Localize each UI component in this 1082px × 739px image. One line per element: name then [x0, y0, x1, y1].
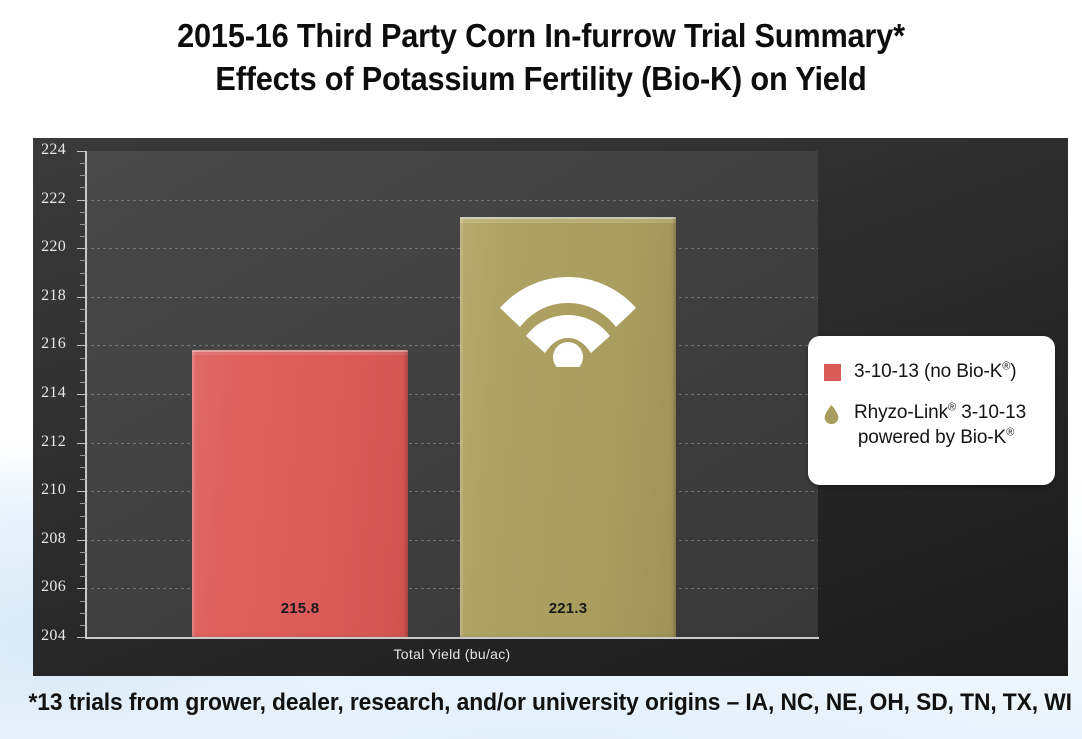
- y-axis-minor-tick: [80, 564, 86, 565]
- y-axis-tick: [77, 297, 86, 298]
- gridline: [85, 443, 818, 444]
- gridline: [85, 394, 818, 395]
- footnote-text: *13 trials from grower, dealer, research…: [28, 689, 1073, 716]
- legend-label-text: 3-10-13 (no Bio-K: [854, 361, 1003, 382]
- y-axis-tick-label: 214: [41, 384, 66, 401]
- y-axis-minor-tick: [80, 625, 86, 626]
- legend-label-treatment: Rhyzo-Link® 3-10-13 powered by Bio-K®: [854, 400, 1026, 450]
- footnote-strip: *13 trials from grower, dealer, research…: [0, 682, 1082, 724]
- legend-marker-wrap: [824, 400, 854, 424]
- legend-label-line2: powered by Bio-K®: [854, 425, 1026, 450]
- y-axis-minor-tick: [80, 455, 86, 456]
- y-axis-minor-tick: [80, 260, 86, 261]
- y-axis-minor-tick: [80, 576, 86, 577]
- gridline: [85, 540, 818, 541]
- y-axis-minor-tick: [80, 273, 86, 274]
- legend-label-text: Rhyzo-Link: [854, 402, 949, 423]
- legend-item-treatment[interactable]: Rhyzo-Link® 3-10-13 powered by Bio-K®: [808, 400, 1055, 450]
- gridline: [85, 297, 818, 298]
- gridline: [85, 491, 818, 492]
- gridline: [85, 248, 818, 249]
- y-axis-tick: [77, 443, 86, 444]
- y-axis-minor-tick: [80, 236, 86, 237]
- droplet-swatch-icon: [824, 405, 839, 424]
- bar-treatment-rhyzo-link[interactable]: 221.3: [460, 216, 676, 637]
- y-axis-tick-label: 210: [41, 481, 66, 498]
- legend-label-tail: 3-10-13: [956, 402, 1027, 423]
- y-axis-minor-tick: [80, 406, 86, 407]
- y-axis-tick-label: 208: [41, 530, 66, 547]
- x-axis-title: Total Yield (bu/ac): [393, 646, 511, 662]
- y-axis-minor-tick: [80, 187, 86, 188]
- slide-title-block: 2015-16 Third Party Corn In-furrow Trial…: [0, 14, 1082, 100]
- y-axis-minor-tick: [80, 467, 86, 468]
- y-axis-tick: [77, 248, 86, 249]
- y-axis-tick-label: 216: [41, 335, 66, 352]
- y-axis-minor-tick: [80, 309, 86, 310]
- y-axis-minor-tick: [80, 601, 86, 602]
- gridline: [85, 588, 818, 589]
- gridline: [85, 345, 818, 346]
- title-line-1: 2015-16 Third Party Corn In-furrow Trial…: [177, 17, 905, 54]
- y-axis-minor-tick: [80, 613, 86, 614]
- registered-mark: ®: [948, 401, 957, 414]
- y-axis-tick: [77, 200, 86, 201]
- y-axis-tick-label: 222: [41, 190, 66, 207]
- y-axis-minor-tick: [80, 382, 86, 383]
- chart-panel: 204 206 208 210 212 214 216 218 220 222 224 215.8 …: [33, 138, 1068, 676]
- title-line-2: Effects of Potassium Fertility (Bio-K) o…: [215, 60, 867, 97]
- square-swatch-icon: [824, 364, 841, 381]
- legend-marker-wrap: [824, 359, 854, 381]
- y-axis-tick: [77, 394, 86, 395]
- wifi-icon: [500, 276, 636, 367]
- legend-label-tail: ): [1010, 361, 1017, 382]
- legend-label-control: 3-10-13 (no Bio-K®): [854, 359, 1017, 384]
- y-axis-tick: [77, 637, 86, 638]
- y-axis-minor-tick: [80, 285, 86, 286]
- y-axis-tick: [77, 151, 86, 152]
- y-axis-minor-tick: [80, 516, 86, 517]
- y-axis-minor-tick: [80, 552, 86, 553]
- y-axis-tick-label: 218: [41, 287, 66, 304]
- y-axis-line: [85, 151, 87, 638]
- y-axis-minor-tick: [80, 370, 86, 371]
- y-axis-minor-tick: [80, 503, 86, 504]
- y-axis-minor-tick: [80, 175, 86, 176]
- x-axis-line: [85, 637, 819, 639]
- legend-item-control[interactable]: 3-10-13 (no Bio-K®): [808, 359, 1055, 384]
- y-axis-minor-tick: [80, 358, 86, 359]
- y-axis-minor-tick: [80, 418, 86, 419]
- gridline: [85, 200, 818, 201]
- y-axis-tick: [77, 491, 86, 492]
- y-axis-minor-tick: [80, 163, 86, 164]
- y-axis-tick: [77, 540, 86, 541]
- chart-legend[interactable]: 3-10-13 (no Bio-K®) Rhyzo-Link® 3-10-13 p…: [808, 336, 1055, 485]
- y-axis-minor-tick: [80, 528, 86, 529]
- registered-mark: ®: [1002, 360, 1011, 373]
- bar-control-3-10-13[interactable]: 215.8: [192, 350, 408, 637]
- y-axis-minor-tick: [80, 479, 86, 480]
- registered-mark: ®: [1006, 426, 1015, 439]
- y-axis-tick: [77, 345, 86, 346]
- y-axis-minor-tick: [80, 430, 86, 431]
- y-axis-minor-tick: [80, 212, 86, 213]
- y-axis-tick-label: 220: [41, 238, 66, 255]
- y-axis-tick-label: 206: [41, 578, 66, 595]
- bar-value-label: 215.8: [280, 600, 320, 617]
- y-axis-tick-label: 204: [41, 627, 66, 644]
- y-axis-minor-tick: [80, 321, 86, 322]
- bar-value-label: 221.3: [548, 600, 588, 617]
- y-axis-minor-tick: [80, 224, 86, 225]
- legend-label-line2-text: powered by Bio-K: [857, 427, 1007, 448]
- y-axis-tick: [77, 588, 86, 589]
- y-axis-minor-tick: [80, 333, 86, 334]
- y-axis-tick-label: 212: [41, 433, 66, 450]
- y-axis-tick-label: 224: [41, 141, 66, 158]
